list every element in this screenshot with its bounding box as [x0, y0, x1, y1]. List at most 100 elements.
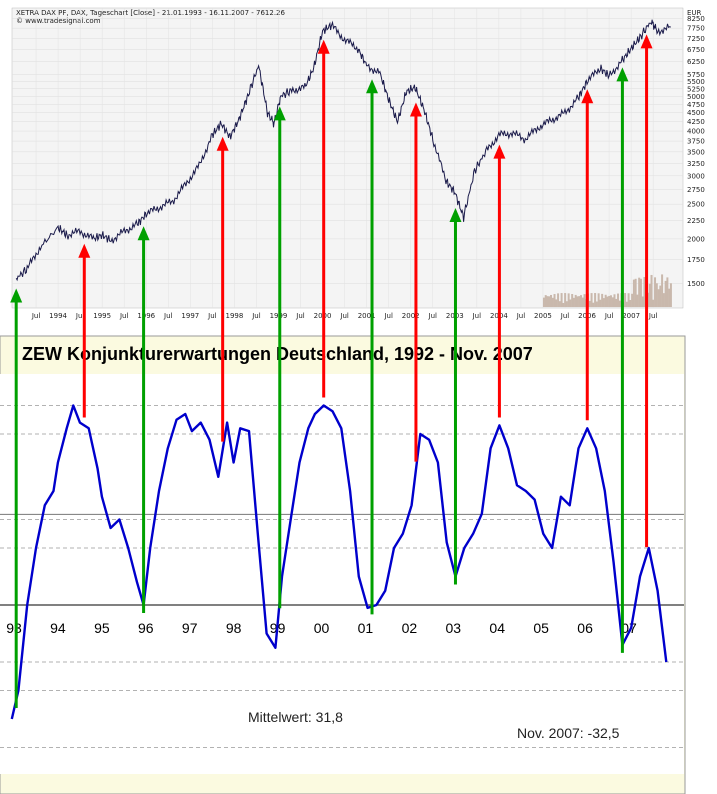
dax-y-tick-label: 6750: [687, 46, 705, 54]
zew-x-tick-label: 01: [358, 620, 374, 636]
zew-x-tick-label: 00: [314, 620, 330, 636]
dax-volume-bar: [625, 301, 628, 307]
dax-volume-bar: [576, 296, 579, 307]
dax-y-tick-label: 8250: [687, 15, 705, 23]
dax-volume-bar: [595, 301, 598, 307]
dax-x-tick-label: Jul: [295, 312, 305, 320]
sell-arrow-head: [493, 144, 506, 159]
dax-volume-bar: [611, 297, 614, 307]
dax-volume-bar: [609, 295, 612, 307]
dax-y-tick-label: 2750: [687, 186, 705, 194]
dax-x-tick-label: Jul: [560, 312, 570, 320]
buy-arrow-head: [616, 67, 629, 82]
dax-volume-bar: [542, 297, 545, 307]
dax-volume-bar: [613, 294, 616, 307]
dax-x-tick-label: Jul: [383, 312, 393, 320]
dax-y-tick-label: 4000: [687, 128, 705, 136]
dax-y-tick-label: 7750: [687, 25, 705, 33]
dax-volume-bar: [588, 300, 591, 307]
dax-y-tick-label: 4500: [687, 109, 705, 117]
dax-y-axis: 8250 7750 7250 6750 6250 57505500525050004750…: [687, 15, 705, 288]
dax-volume-bar: [590, 293, 593, 307]
zew-x-axis: 93 94 95 96 97 98 99 00 01 02 03 04 05 06 07: [6, 620, 637, 636]
dax-volume-bar: [650, 274, 653, 307]
dax-x-tick-label: 1996: [137, 312, 155, 320]
dax-y-tick-label: 2500: [687, 201, 705, 209]
buy-arrow-head: [449, 208, 462, 223]
dax-volume-bar: [655, 283, 658, 307]
dax-x-tick-label: 2005: [534, 312, 552, 320]
dax-volume-bar: [560, 293, 563, 307]
dax-volume-bar: [565, 301, 568, 307]
dax-y-tick-label: 5250: [687, 85, 705, 93]
dax-x-tick-label: 2002: [402, 312, 420, 320]
dax-y-tick-label: 3500: [687, 148, 705, 156]
dax-volume-bar: [662, 293, 665, 307]
dax-volume-bar: [574, 294, 577, 307]
dax-x-tick-label: Jul: [207, 312, 217, 320]
dax-volume-bar: [624, 293, 627, 307]
zew-x-tick-label: 03: [445, 620, 461, 636]
buy-arrow-head: [137, 226, 150, 241]
dax-volume-bar: [618, 300, 621, 307]
dax-x-tick-label: Jul: [604, 312, 614, 320]
dax-x-tick-label: Jul: [75, 312, 85, 320]
dax-volume-bar: [602, 298, 605, 307]
dax-volume-bar: [583, 294, 586, 307]
dax-volume-bar: [572, 297, 575, 307]
dax-y-tick-label: 7250: [687, 35, 705, 43]
dax-x-axis: Jul1994Jul1995Jul1996Jul1997Jul1998Jul19…: [31, 312, 658, 320]
zew-x-tick-label: 98: [226, 620, 242, 636]
dax-x-tick-label: 1995: [93, 312, 111, 320]
dax-volume-bar: [581, 297, 584, 307]
dax-x-tick-label: Jul: [251, 312, 261, 320]
dax-price-line: [15, 19, 672, 282]
dax-volume-bar: [594, 293, 597, 307]
zew-x-tick-label: 97: [182, 620, 198, 636]
dax-plot-area: [11, 7, 684, 309]
dax-volume-bar: [558, 301, 561, 307]
dax-x-tick-label: 2001: [358, 312, 376, 320]
zew-x-tick-label: 93: [6, 620, 22, 636]
dax-volume-bar: [615, 298, 618, 307]
dax-volume-bar: [654, 277, 657, 307]
dax-volume-bar: [629, 299, 632, 307]
dax-volume-bar: [608, 295, 611, 307]
dax-volume-bar: [592, 302, 595, 307]
dax-unit-label: EUR: [687, 9, 702, 17]
dax-volume-bar: [617, 293, 620, 307]
dax-y-tick-label: 5750: [687, 71, 705, 79]
dax-volume-bar: [627, 293, 630, 307]
buy-arrow-head: [366, 79, 379, 94]
dax-volume-bar: [567, 293, 570, 307]
dax-volume-bar: [597, 293, 600, 307]
dax-volume-bar: [604, 294, 607, 307]
dax-volume-bar: [569, 299, 572, 307]
dax-x-tick-label: Jul: [472, 312, 482, 320]
dax-volume-bar: [668, 288, 671, 307]
dax-y-tick-label: 4750: [687, 101, 705, 109]
dax-y-tick-label: 3250: [687, 160, 705, 168]
dax-title: XETRA DAX PF, DAX, Tageschart [Close] - …: [16, 9, 285, 17]
zew-x-tick-label: 06: [577, 620, 593, 636]
dax-volume-bar: [634, 278, 637, 307]
dax-x-tick-label: Jul: [339, 312, 349, 320]
dax-x-tick-label: 2007: [622, 312, 640, 320]
dax-x-tick-label: 1998: [225, 312, 243, 320]
dax-volume-bar: [571, 293, 574, 307]
dax-x-tick-label: Jul: [163, 312, 173, 320]
zew-latest-annotation: Nov. 2007: -32,5: [517, 725, 620, 741]
dax-volume-bar: [664, 280, 667, 307]
dax-volume-bar: [579, 295, 582, 307]
dax-y-tick-label: 5000: [687, 93, 705, 101]
zew-title: ZEW Konjunkturerwartungen Deutschland, 1…: [22, 344, 533, 364]
dax-volume-bar: [652, 299, 655, 307]
dax-x-tick-label: 1997: [181, 312, 199, 320]
dax-volume-bar: [544, 295, 547, 307]
dax-volume-bar: [659, 285, 662, 307]
dax-volume-bar: [546, 296, 549, 307]
signal-arrows: [10, 34, 653, 708]
dax-volume-bar: [557, 293, 560, 307]
